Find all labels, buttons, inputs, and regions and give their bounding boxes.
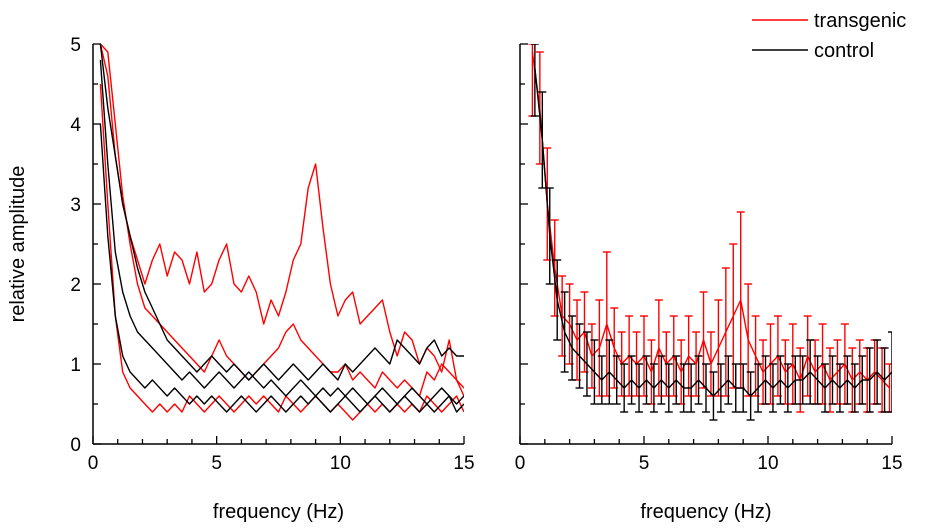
series-line-transgenic-1 [99,44,464,397]
x-tick-label: 5 [211,453,222,474]
y-tick-label: 1 [70,355,81,376]
data-layer [99,44,464,421]
legend-label-control: control [814,40,874,62]
x-tick-label: 10 [757,453,778,474]
x-tick-label: 15 [881,453,902,474]
series-line-control-3 [99,44,464,381]
data-layer [528,44,892,421]
series-line-transgenic-2 [99,83,464,421]
y-tick-label: 2 [70,275,81,296]
x-tick-label: 15 [453,453,474,474]
x-tick-label: 10 [330,453,351,474]
legend-label-transgenic: transgenic [814,10,906,32]
x-axis-label: frequency (Hz) [213,501,344,523]
y-tick-label: 5 [70,35,81,56]
y-tick-label: 0 [70,435,81,456]
left-panel: 0 5 10 15 0 1 2 3 4 5 frequency (Hz) relative ampli… [7,35,475,523]
y-tick-label: 4 [70,115,81,136]
right-panel: 0 5 10 15 frequency (Hz) [515,43,903,523]
y-axis-label: relative amplitude [7,166,29,323]
x-axis-label: frequency (Hz) [640,501,771,523]
x-tick-label: 5 [639,453,650,474]
x-tick-label: 0 [515,453,526,474]
series-line-transgenic-0 [99,44,464,389]
x-tick-label: 0 [88,453,99,474]
legend: transgenic control [752,10,906,62]
series-line-control-5 [99,123,464,413]
y-tick-label: 3 [70,195,81,216]
